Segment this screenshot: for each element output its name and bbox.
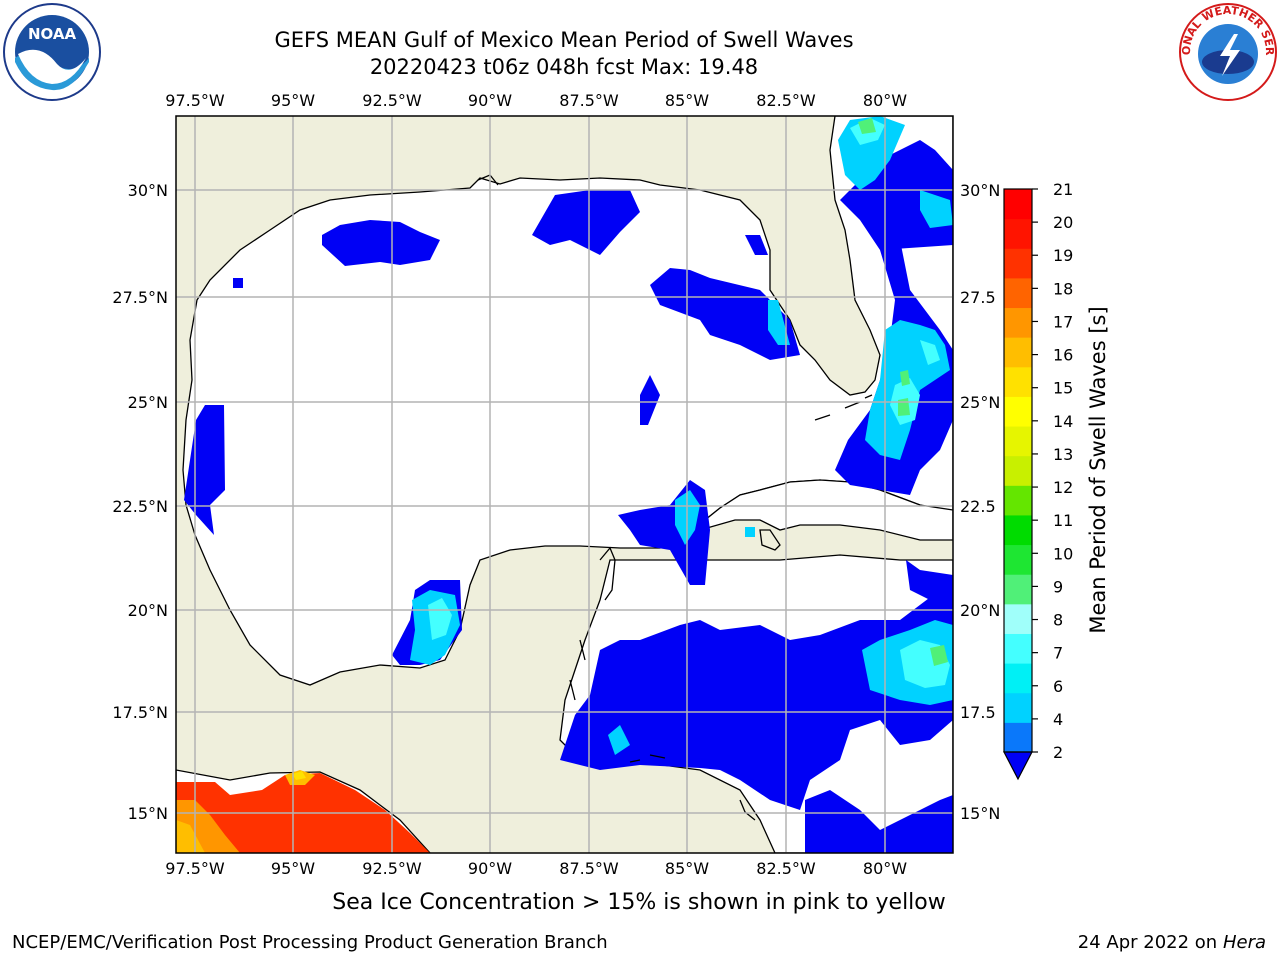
colorbar-tick-label: 14: [1053, 412, 1073, 431]
colorbar-band: [1004, 603, 1032, 634]
lon-labels-bottom: 97.5°W 95°W 92.5°W 90°W 87.5°W 85°W 82.5…: [165, 859, 907, 878]
lat-label-left: 27.5°N: [112, 288, 168, 307]
colorbar-tick-label: 7: [1053, 644, 1063, 663]
lon-label-bottom: 92.5°W: [362, 859, 422, 878]
colorbar-frame: [1003, 188, 1033, 753]
colorbar-band: [1004, 426, 1032, 457]
lon-label-top: 97.5°W: [165, 91, 225, 110]
lat-labels-left: 30°N 27.5°N 25°N 22.5°N 20°N 17.5°N 15°N: [112, 181, 168, 823]
footer-credit: NCEP/EMC/Verification Post Processing Pr…: [12, 932, 608, 953]
map-gridlines: [176, 116, 953, 853]
lat-label-left: 20°N: [128, 601, 168, 620]
lon-label-top: 85°W: [665, 91, 709, 110]
lon-label-top: 92.5°W: [362, 91, 422, 110]
colorbar-tick-label: 8: [1053, 611, 1063, 630]
colorbar-band: [1004, 218, 1032, 249]
colorbar-band: [1004, 396, 1032, 427]
colorbar-tick-label: 20: [1053, 213, 1073, 232]
colorbar-bands: [1004, 189, 1032, 753]
lat-label-right: 22.5: [960, 497, 996, 516]
colorbar-tick-label: 18: [1053, 279, 1073, 298]
colorbar-band: [1004, 514, 1032, 546]
lon-label-bottom: 82.5°W: [756, 859, 816, 878]
lat-label-left: 17.5°N: [112, 703, 168, 722]
sea-ice-note: Sea Ice Concentration > 15% is shown in …: [332, 890, 946, 915]
lon-label-top: 80°W: [863, 91, 907, 110]
colorbar-tick-label: 21: [1053, 180, 1073, 199]
colorbar-band: [1004, 277, 1032, 309]
colorbar-band: [1004, 337, 1032, 368]
lon-label-top: 87.5°W: [559, 91, 619, 110]
lat-labels-right: 30°N 27.5 25°N 22.5 20°N 17.5 15°N: [960, 181, 1000, 823]
colorbar-tick-label: 9: [1053, 577, 1063, 596]
colorbar-tick-label: 6: [1053, 677, 1063, 696]
lon-label-bottom: 90°W: [468, 859, 512, 878]
lat-label-right: 25°N: [960, 393, 1000, 412]
colorbar-band: [1004, 455, 1032, 486]
lat-label-right: 20°N: [960, 601, 1000, 620]
map-frame: [175, 115, 954, 854]
chart-title: GEFS MEAN Gulf of Mexico Mean Period of …: [274, 28, 854, 52]
colorbar-extend-arrow: [1003, 751, 1033, 781]
colorbar-band: [1004, 366, 1032, 397]
colorbar-band: [1004, 574, 1032, 605]
colorbar-label: Mean Period of Swell Waves [s]: [1086, 306, 1110, 633]
lon-labels-top: 97.5°W 95°W 92.5°W 90°W 87.5°W 85°W 82.5…: [165, 91, 907, 110]
lon-label-bottom: 97.5°W: [165, 859, 225, 878]
lat-label-right: 27.5: [960, 288, 996, 307]
colorbar-tick-label: 2: [1053, 743, 1063, 762]
lon-label-bottom: 87.5°W: [559, 859, 619, 878]
footer-host: Hera: [1222, 932, 1266, 953]
colorbar-band: [1004, 544, 1032, 575]
colorbar: 2 4 6 7 8 9 10 11 12 13 14 15 16 17 18 19 20 21 Mean Peri…: [1003, 180, 1110, 781]
chart-subtitle: 20220423 t06z 048h fcst Max: 19.48: [369, 55, 759, 79]
lat-label-left: 30°N: [128, 181, 168, 200]
nws-logo: NATIONAL WEATHER SERVICE: [1176, 0, 1277, 101]
colorbar-tick-label: 12: [1053, 478, 1073, 497]
lat-label-left: 15°N: [128, 804, 168, 823]
colorbar-tick-label: 16: [1053, 346, 1073, 365]
colorbar-tick-label: 4: [1053, 710, 1063, 729]
colorbar-tick-label: 13: [1053, 445, 1073, 464]
colorbar-band: [1004, 189, 1032, 220]
colorbar-tick-label: 19: [1053, 246, 1073, 265]
swell-green-regions: [858, 118, 948, 666]
lat-label-left: 25°N: [128, 393, 168, 412]
lon-label-top: 95°W: [271, 91, 315, 110]
lon-label-bottom: 85°W: [665, 859, 709, 878]
lat-label-right: 17.5: [960, 703, 996, 722]
colorbar-tick-label: 10: [1053, 544, 1073, 563]
noaa-logo: NOAA: [3, 3, 101, 101]
colorbar-band: [1004, 633, 1032, 664]
colorbar-band: [1004, 722, 1032, 753]
coastline-details: [477, 174, 873, 821]
colorbar-band: [1004, 307, 1032, 338]
lon-label-bottom: 95°W: [271, 859, 315, 878]
colorbar-tick-label: 15: [1053, 379, 1073, 398]
colorbar-ticks: 2 4 6 7 8 9 10 11 12 13 14 15 16 17 18 19 20 21: [1032, 180, 1073, 762]
colorbar-band: [1004, 248, 1032, 279]
colorbar-band: [1004, 663, 1032, 694]
lon-label-top: 90°W: [468, 91, 512, 110]
lat-label-left: 22.5°N: [112, 497, 168, 516]
lat-label-right: 15°N: [960, 804, 1000, 823]
colorbar-tick-label: 11: [1053, 511, 1073, 530]
colorbar-band: [1004, 485, 1032, 516]
noaa-logo-text: NOAA: [28, 25, 77, 43]
lat-label-right: 30°N: [960, 181, 1000, 200]
footer-date: 24 Apr 2022 on Hera: [1078, 932, 1266, 953]
lon-label-top: 82.5°W: [756, 91, 816, 110]
lon-label-bottom: 80°W: [863, 859, 907, 878]
footer-date-text: 24 Apr 2022 on: [1077, 932, 1223, 953]
colorbar-tick-label: 17: [1053, 312, 1073, 331]
colorbar-band: [1004, 692, 1032, 723]
